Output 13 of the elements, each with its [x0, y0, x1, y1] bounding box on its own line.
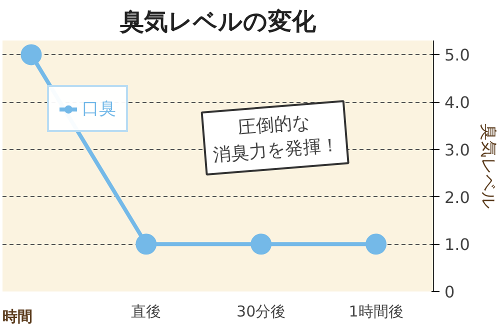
y-tick-label: 2.0 [444, 188, 470, 207]
x-tick-label: 直後 [131, 302, 162, 320]
x-axis-title: 時間 [2, 308, 32, 326]
chart-title: 臭気レベルの変化 [119, 8, 317, 36]
x-tick-label: 1時間後 [348, 302, 404, 320]
y-tick-label: 0 [444, 282, 455, 302]
y-tick-label: 1.0 [444, 235, 470, 254]
y-axis-title: 臭気レベル [478, 124, 498, 208]
legend-label: 口臭 [82, 98, 116, 120]
y-tick-label: 4.0 [444, 93, 470, 112]
y-tick-label: 3.0 [444, 140, 470, 160]
y-tick-label: 5.0 [444, 46, 470, 65]
x-tick-label: 30分後 [236, 302, 286, 320]
